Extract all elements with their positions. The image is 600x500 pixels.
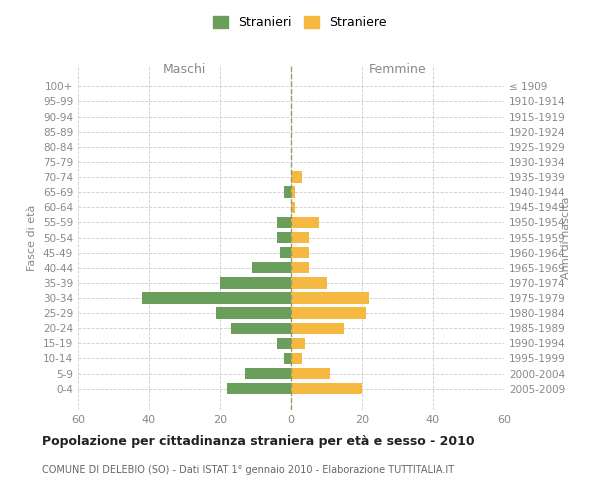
- Bar: [291, 383, 362, 394]
- Bar: [142, 292, 291, 304]
- Bar: [277, 216, 291, 228]
- Bar: [227, 383, 291, 394]
- Bar: [220, 277, 291, 288]
- Bar: [291, 247, 309, 258]
- Y-axis label: Fasce di età: Fasce di età: [28, 204, 37, 270]
- Bar: [252, 262, 291, 274]
- Text: Popolazione per cittadinanza straniera per età e sesso - 2010: Popolazione per cittadinanza straniera p…: [42, 435, 475, 448]
- Text: COMUNE DI DELEBIO (SO) - Dati ISTAT 1° gennaio 2010 - Elaborazione TUTTITALIA.IT: COMUNE DI DELEBIO (SO) - Dati ISTAT 1° g…: [42, 465, 454, 475]
- Bar: [291, 292, 369, 304]
- Bar: [291, 216, 319, 228]
- Bar: [291, 186, 295, 198]
- Bar: [284, 186, 291, 198]
- Bar: [245, 368, 291, 379]
- Bar: [291, 202, 295, 213]
- Bar: [291, 353, 302, 364]
- Bar: [291, 277, 326, 288]
- Bar: [291, 308, 365, 318]
- Bar: [230, 322, 291, 334]
- Text: Maschi: Maschi: [163, 63, 206, 76]
- Text: Femmine: Femmine: [368, 63, 427, 76]
- Bar: [291, 338, 305, 349]
- Legend: Stranieri, Straniere: Stranieri, Straniere: [208, 11, 392, 34]
- Y-axis label: Anni di nascita: Anni di nascita: [561, 196, 571, 279]
- Bar: [291, 262, 309, 274]
- Bar: [280, 247, 291, 258]
- Bar: [277, 338, 291, 349]
- Bar: [291, 172, 302, 182]
- Bar: [291, 232, 309, 243]
- Bar: [291, 368, 330, 379]
- Bar: [291, 322, 344, 334]
- Bar: [277, 232, 291, 243]
- Bar: [284, 353, 291, 364]
- Bar: [217, 308, 291, 318]
